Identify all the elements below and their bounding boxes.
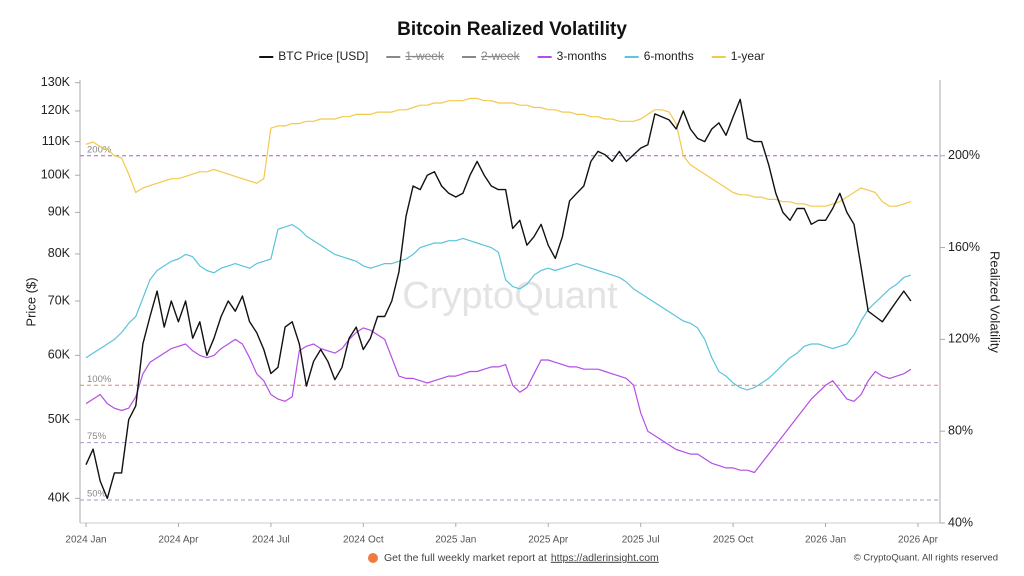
footer-icon	[368, 553, 378, 563]
x-tick-label: 2026 Jan	[805, 535, 846, 546]
series-line	[85, 224, 912, 391]
legend-item: 2-week	[461, 49, 521, 63]
legend: BTC Price [USD] 1-week 2-week 3-months 6-mon…	[259, 49, 765, 63]
x-tick-label: 2024 Oct	[343, 535, 384, 546]
y-tick-label: 100K	[41, 168, 71, 182]
series-line	[85, 97, 912, 207]
y2-axis-title: Realized Volatility	[988, 251, 1003, 353]
reference-label: 50%	[87, 489, 107, 500]
legend-label: BTC Price [USD]	[278, 49, 368, 63]
y-tick-label: 130K	[41, 75, 71, 89]
legend-item: 6-months	[624, 49, 694, 63]
y-tick-label: 90K	[48, 205, 71, 219]
y2-tick-label: 200%	[948, 148, 980, 162]
chart-title: Bitcoin Realized Volatility	[397, 19, 627, 40]
footer-link[interactable]: https://adlerinsight.com	[551, 552, 659, 564]
y-tick-label: 50K	[48, 412, 71, 426]
legend-item: 3-months	[537, 49, 607, 63]
legend-item: 1-week	[386, 49, 445, 63]
x-tick-label: 2025 Oct	[713, 535, 754, 546]
x-tick-label: 2025 Apr	[528, 535, 569, 546]
y2-tick-label: 120%	[948, 332, 980, 346]
y-tick-label: 60K	[48, 348, 71, 362]
legend-item: BTC Price [USD]	[259, 49, 368, 63]
copyright: © CryptoQuant. All rights reserved	[854, 553, 998, 564]
x-tick-label: 2025 Jul	[622, 535, 660, 546]
reference-label: 75%	[87, 431, 107, 442]
series-line	[85, 98, 912, 500]
legend-label: 6-months	[644, 49, 694, 63]
legend-item: 1-year	[711, 49, 765, 63]
y-tick-label: 70K	[48, 293, 71, 307]
watermark: CryptoQuant	[402, 275, 618, 317]
y-tick-label: 40K	[48, 491, 71, 505]
reference-label: 100%	[87, 374, 112, 385]
y-tick-label: 80K	[48, 246, 71, 260]
y2-tick-label: 40%	[948, 515, 973, 529]
y-tick-label: 120K	[41, 103, 71, 117]
legend-label: 1-week	[405, 49, 445, 63]
legend-label: 1-year	[731, 49, 765, 63]
y2-tick-label: 80%	[948, 423, 973, 437]
footer-text: Get the full weekly market report at	[384, 552, 547, 564]
reference-label: 200%	[87, 144, 112, 155]
x-tick-label: 2026 Apr	[898, 535, 939, 546]
legend-label: 3-months	[557, 49, 607, 63]
legend-label: 2-week	[481, 49, 521, 63]
y-tick-label: 110K	[42, 134, 71, 148]
x-tick-label: 2024 Jan	[65, 535, 106, 546]
y2-tick-label: 160%	[948, 240, 980, 254]
y-axis-title: Price ($)	[23, 277, 38, 326]
x-tick-label: 2025 Jan	[435, 535, 476, 546]
x-tick-label: 2024 Jul	[252, 535, 290, 546]
series-line	[85, 327, 912, 474]
x-tick-label: 2024 Apr	[158, 535, 199, 546]
